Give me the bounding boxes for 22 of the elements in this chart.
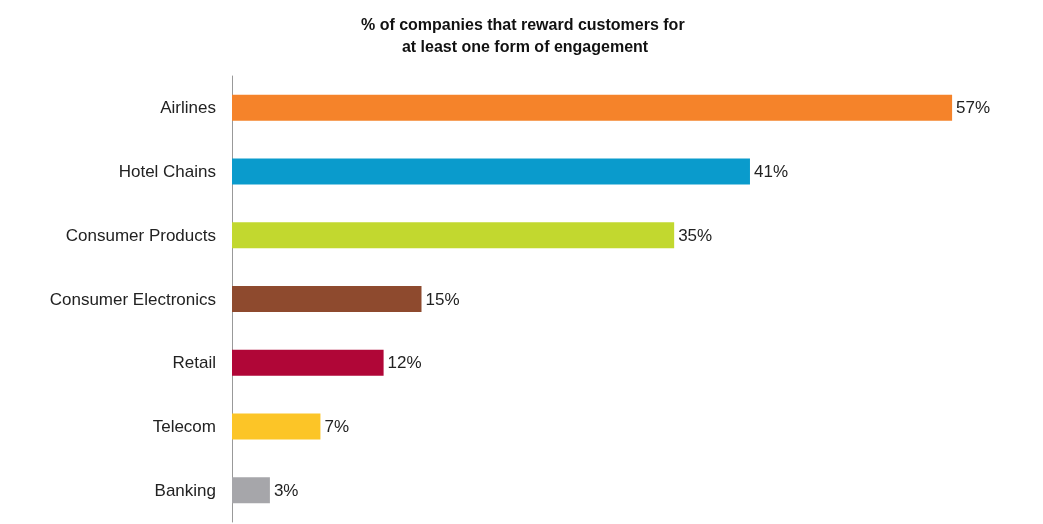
- bar: [232, 286, 422, 312]
- bar: [232, 158, 750, 185]
- y-tick-label: Consumer Electronics: [49, 289, 216, 309]
- data-label: 41%: [753, 162, 788, 182]
- y-tick-label: Consumer Products: [65, 225, 216, 245]
- y-tick-label: Telecom: [152, 416, 216, 436]
- y-tick-label: Hotel Chains: [118, 162, 216, 182]
- data-label: 15%: [425, 289, 460, 309]
- data-label: 3%: [273, 480, 299, 500]
- data-label: 7%: [324, 416, 350, 436]
- bar: [232, 477, 270, 504]
- y-tick-label: Banking: [154, 480, 216, 500]
- data-label: 57%: [956, 98, 991, 118]
- bar: [232, 94, 953, 121]
- bar: [232, 349, 384, 376]
- data-label: 12%: [387, 353, 422, 373]
- bar: [232, 222, 675, 249]
- y-tick-label: Retail: [172, 353, 216, 373]
- chart-title: % of companies that reward customers for at least one form of engagement: [360, 15, 690, 55]
- y-tick-label: Airlines: [160, 98, 216, 118]
- data-label: 35%: [678, 225, 713, 245]
- bar: [232, 413, 321, 440]
